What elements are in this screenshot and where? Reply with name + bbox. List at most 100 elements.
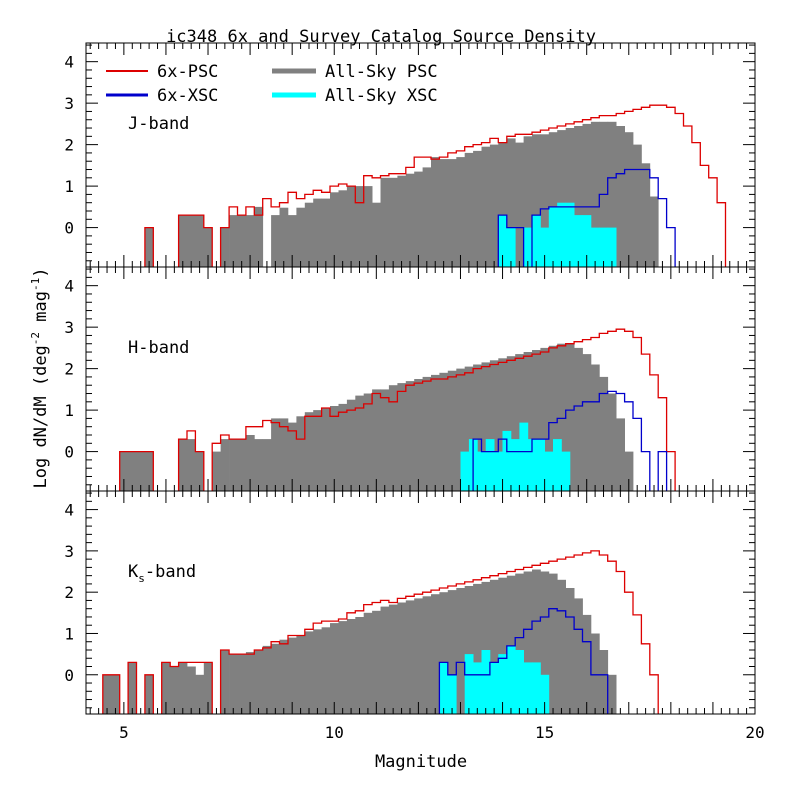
- allsky-psc-bar: [229, 654, 238, 714]
- allsky-psc-bar: [355, 186, 365, 267]
- allsky-psc-bar: [548, 345, 558, 491]
- y-tick-label: 3: [64, 94, 74, 113]
- allsky-xsc-bar: [574, 215, 583, 267]
- allsky-psc-bar: [422, 376, 432, 491]
- allsky-psc-bar: [279, 207, 289, 267]
- psc-6x-histogram: [102, 550, 659, 714]
- allsky-psc-bar: [506, 356, 516, 491]
- allsky-psc-bar: [321, 627, 331, 714]
- allsky-psc-bar: [245, 435, 255, 491]
- y-tick-label: 2: [64, 583, 74, 602]
- allsky-psc-bar: [422, 167, 432, 267]
- y-axis-label-exp1: -2: [29, 332, 42, 345]
- legend-label-allsky-xsc: All-Sky XSC: [325, 86, 438, 106]
- psc-6x-histogram: [119, 328, 676, 491]
- allsky-psc-bar: [355, 617, 365, 714]
- allsky-psc-bar: [607, 393, 617, 491]
- band-label-main: J-band: [128, 114, 189, 134]
- allsky-psc-bar: [498, 358, 508, 491]
- allsky-psc-bar: [304, 631, 314, 714]
- allsky-xsc-bar: [489, 662, 499, 714]
- allsky-psc-bar: [439, 592, 449, 714]
- allsky-xsc-bar: [498, 654, 508, 714]
- allsky-psc-bar: [380, 606, 390, 714]
- panel-frame: [85, 490, 756, 715]
- allsky-xsc-bar: [557, 202, 566, 267]
- allsky-psc-bar: [346, 619, 356, 714]
- allsky-psc-bar: [481, 581, 491, 714]
- allsky-psc-bar: [346, 186, 356, 267]
- allsky-psc-bar: [574, 347, 583, 491]
- allsky-xsc-bar: [599, 227, 609, 267]
- allsky-psc-bar: [372, 202, 381, 267]
- allsky-psc-bar: [447, 590, 457, 714]
- allsky-psc-bar: [590, 633, 600, 714]
- allsky-psc-bar: [330, 406, 339, 491]
- allsky-psc-bar: [288, 215, 297, 267]
- y-tick-label: 0: [64, 666, 74, 685]
- allsky-psc-bar: [582, 354, 592, 491]
- allsky-psc-bar: [237, 439, 247, 491]
- allsky-psc-bar: [330, 623, 339, 714]
- allsky-psc-bar: [237, 654, 247, 714]
- y-tick-label: 3: [64, 318, 74, 337]
- allsky-psc-bar: [161, 662, 171, 714]
- panel-0: 0 1 2 3 4 J-band: [64, 42, 756, 268]
- panel-2: 0 1 2 3 4 Ks-band: [64, 490, 756, 715]
- allsky-psc-bar: [119, 451, 129, 491]
- allsky-psc-bar: [296, 635, 306, 714]
- allsky-xsc-bar: [536, 439, 545, 491]
- allsky-psc-bar: [582, 123, 592, 268]
- allsky-psc-bar: [447, 159, 457, 267]
- allsky-psc-bar: [338, 190, 348, 267]
- y-tick-label: 3: [64, 542, 74, 561]
- allsky-psc-bar: [590, 121, 600, 267]
- band-label: H-band: [128, 338, 189, 358]
- allsky-psc-bar: [599, 376, 609, 491]
- allsky-psc-bar: [397, 602, 407, 714]
- allsky-psc-bar: [599, 650, 609, 714]
- y-tick-label: 2: [64, 360, 74, 379]
- allsky-xsc-bar: [502, 430, 512, 491]
- y-tick-label: 4: [64, 53, 74, 72]
- allsky-psc-bar: [565, 343, 575, 491]
- y-tick-label: 1: [64, 177, 74, 196]
- allsky-xsc-bar: [498, 215, 508, 267]
- band-label-subscript: s: [138, 572, 145, 585]
- allsky-psc-bar: [338, 621, 348, 714]
- allsky-xsc-bar: [460, 451, 470, 491]
- allsky-psc-bar: [144, 674, 154, 714]
- allsky-psc-bar: [338, 403, 348, 491]
- allsky-psc-bar: [532, 569, 541, 714]
- allsky-psc-bar: [624, 451, 634, 491]
- allsky-xsc-bar: [464, 654, 474, 714]
- allsky-psc-bar: [464, 152, 474, 267]
- allsky-xsc-bar: [494, 451, 503, 491]
- allsky-psc-bar: [363, 393, 373, 491]
- panels: 0 1 2 3 4 J-band 0 1 2 3 4 H-band 0 1 2 3 4 Ks-band: [64, 42, 756, 715]
- allsky-psc-bar: [456, 368, 466, 491]
- allsky-psc-bar: [363, 186, 373, 267]
- band-label-main: K: [128, 562, 139, 582]
- allsky-psc-bar: [473, 364, 482, 491]
- allsky-xsc-bar: [523, 227, 533, 267]
- allsky-psc-bar: [540, 571, 550, 714]
- allsky-psc-bar: [170, 666, 179, 714]
- allsky-xsc-bar: [532, 215, 541, 267]
- allsky-psc-bar: [456, 157, 466, 267]
- y-tick-label: 1: [64, 625, 74, 644]
- allsky-psc-bar: [431, 594, 440, 714]
- allsky-psc-bar: [271, 418, 280, 491]
- allsky-psc-bar: [187, 439, 196, 491]
- allsky-xsc-bar: [511, 439, 520, 491]
- legend: 6x-PSC 6x-XSC All-Sky PSC All-Sky XSC: [106, 62, 438, 106]
- allsky-psc-bar: [187, 215, 196, 267]
- band-label: J-band: [128, 114, 189, 134]
- allsky-xsc-bar: [544, 451, 554, 491]
- allsky-psc-bar: [288, 422, 297, 491]
- allsky-psc-bar: [195, 674, 205, 714]
- allsky-psc-bar: [128, 662, 137, 714]
- x-tick-label: 5: [119, 723, 129, 742]
- allsky-psc-bar: [229, 439, 238, 491]
- allsky-psc-bar: [473, 150, 482, 267]
